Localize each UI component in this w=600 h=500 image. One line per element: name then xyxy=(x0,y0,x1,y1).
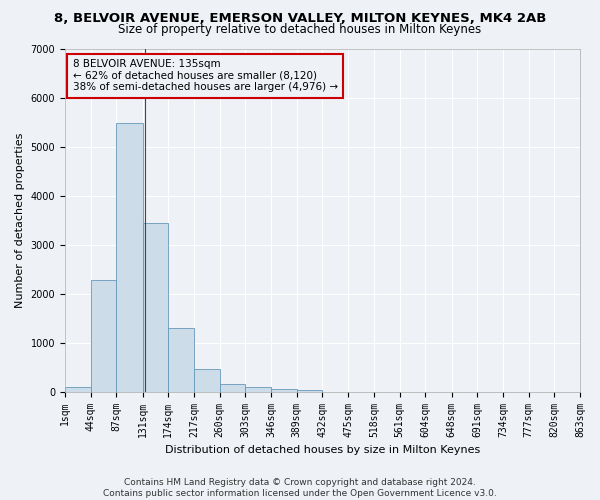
Bar xyxy=(116,124,143,392)
Bar xyxy=(245,388,271,392)
Bar xyxy=(220,384,245,392)
Bar xyxy=(194,368,220,392)
Y-axis label: Number of detached properties: Number of detached properties xyxy=(15,132,25,308)
Bar xyxy=(271,389,297,392)
Bar xyxy=(297,390,322,392)
Text: Contains HM Land Registry data © Crown copyright and database right 2024.
Contai: Contains HM Land Registry data © Crown c… xyxy=(103,478,497,498)
X-axis label: Distribution of detached houses by size in Milton Keynes: Distribution of detached houses by size … xyxy=(165,445,480,455)
Bar xyxy=(143,224,168,392)
Text: 8, BELVOIR AVENUE, EMERSON VALLEY, MILTON KEYNES, MK4 2AB: 8, BELVOIR AVENUE, EMERSON VALLEY, MILTO… xyxy=(54,12,546,26)
Text: 8 BELVOIR AVENUE: 135sqm
← 62% of detached houses are smaller (8,120)
38% of sem: 8 BELVOIR AVENUE: 135sqm ← 62% of detach… xyxy=(73,60,338,92)
Bar xyxy=(168,328,194,392)
Bar xyxy=(91,280,116,392)
Text: Size of property relative to detached houses in Milton Keynes: Size of property relative to detached ho… xyxy=(118,22,482,36)
Bar xyxy=(65,387,91,392)
